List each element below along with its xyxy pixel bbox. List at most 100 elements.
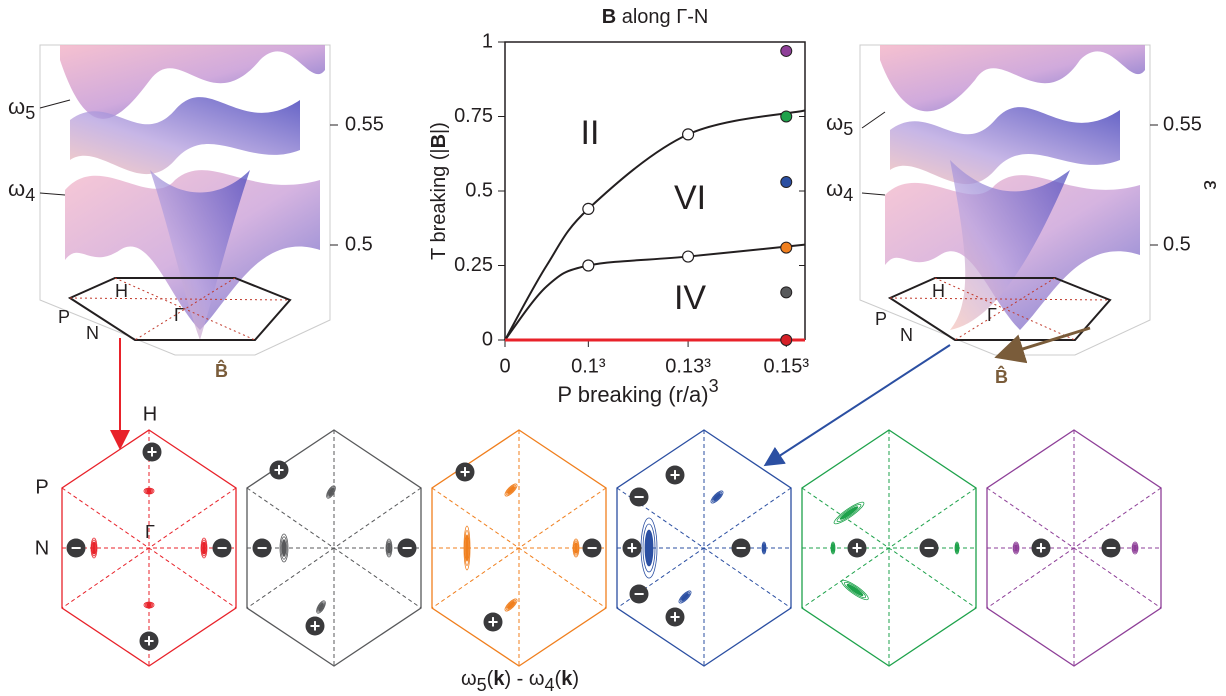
charge-badge — [919, 538, 939, 558]
degeneracy-contour — [839, 506, 859, 520]
degeneracy-contour — [681, 593, 689, 601]
degeneracy-contour — [573, 540, 579, 556]
charge-badge — [1101, 538, 1121, 558]
degeneracy-contour — [146, 602, 152, 608]
charge-sign: + — [274, 460, 285, 480]
omega-label: ω4 — [8, 176, 35, 205]
x-tick-label: 0.13³ — [665, 355, 711, 377]
field-label: B̂ — [995, 366, 1008, 387]
k-point-label: P — [58, 307, 70, 327]
degeneracy-contour — [713, 493, 721, 501]
boundary-marker — [681, 128, 695, 141]
zone-dashes — [616, 430, 792, 666]
degeneracy-contour — [326, 485, 336, 499]
degeneracy-contour — [678, 590, 692, 604]
charge-badge — [397, 538, 417, 558]
degeneracy-contour — [836, 503, 862, 523]
degeneracy-contour — [200, 537, 208, 559]
charge-badge — [847, 538, 867, 558]
charge-sign: − — [257, 538, 268, 558]
k-point-label: N — [900, 325, 913, 345]
degeneracy-contour — [386, 540, 392, 556]
plot-frame — [504, 41, 806, 340]
degeneracy-contour — [831, 544, 835, 553]
degeneracy-contour — [1012, 541, 1020, 555]
region-label: VI — [674, 179, 706, 217]
charge-badge — [622, 538, 642, 558]
brillouin-zone: + + − − — [61, 429, 237, 667]
x-axis-label: P breaking (r/a)3 — [557, 376, 718, 407]
degeneracy-contour — [831, 542, 835, 554]
brillouin-zone: + + − − — [246, 429, 422, 667]
k-point-label: Γ — [987, 305, 997, 325]
charge-sign: − — [634, 487, 645, 507]
k-point-label: H — [115, 281, 128, 301]
boundary-line — [504, 109, 806, 341]
charge-badge — [483, 612, 503, 632]
region-label: II — [581, 114, 600, 152]
k-point-label: Γ — [174, 305, 184, 325]
hex-point-label: P — [35, 476, 48, 498]
boundary-line — [504, 243, 806, 341]
degeneracy-contour — [280, 536, 288, 560]
degeneracy-contour — [710, 490, 724, 504]
degeneracy-contour — [143, 487, 155, 495]
charge-badge — [665, 465, 685, 485]
degeneracy-contour — [843, 581, 867, 599]
x-tick-label: 0.1³ — [571, 355, 606, 377]
degeneracy-contour — [465, 534, 469, 562]
degeneracy-contour — [955, 544, 959, 553]
degeneracy-contour — [464, 530, 470, 567]
zone-dashes — [986, 430, 1162, 666]
degeneracy-contour — [279, 533, 289, 563]
charge-badge — [142, 442, 162, 462]
degeneracy-contour — [144, 488, 154, 494]
charge-sign: − — [634, 584, 645, 604]
degeneracy-contour — [1131, 541, 1139, 555]
boundary-marker — [681, 250, 695, 263]
charge-badge — [731, 538, 751, 558]
y-axis-label: T breaking (|B|) — [428, 122, 450, 260]
charge-sign: + — [310, 616, 321, 636]
degeneracy-contour — [711, 491, 723, 503]
field-label: B̂ — [215, 360, 228, 381]
degeneracy-contour — [92, 541, 96, 555]
degeneracy-contour — [954, 541, 960, 555]
k-point-label: N — [86, 323, 99, 343]
degeneracy-contour — [507, 486, 515, 494]
degeneracy-contour — [385, 538, 393, 558]
energy-tick-label: 0.55 — [345, 113, 384, 135]
charge-sign: + — [144, 631, 155, 651]
charge-badge — [139, 631, 159, 651]
degeneracy-contour — [833, 501, 865, 525]
charge-sign: + — [627, 538, 638, 558]
region-label: IV — [674, 279, 706, 317]
degeneracy-contour — [318, 602, 324, 612]
x-tick-label: 0 — [499, 355, 510, 377]
phase-dot — [780, 176, 793, 189]
degeneracy-contour — [1013, 542, 1019, 554]
energy-tick-label: 0.5 — [1163, 233, 1191, 255]
degeneracy-contour — [642, 523, 656, 573]
charge-sign: − — [71, 538, 82, 558]
degeneracy-contour — [762, 544, 766, 553]
charge-badge — [252, 538, 272, 558]
degeneracy-contour — [574, 542, 578, 554]
degeneracy-contour — [463, 525, 471, 571]
boundary-marker — [582, 202, 595, 215]
degeneracy-contour — [90, 537, 98, 559]
degeneracy-contour — [505, 484, 517, 496]
degeneracy-contour — [143, 601, 155, 609]
phase-dot — [780, 110, 793, 123]
omega-label: ω5 — [8, 94, 35, 123]
zone-dashes — [431, 430, 607, 666]
degeneracy-contour — [146, 488, 152, 494]
charge-sign: + — [488, 612, 499, 632]
degeneracy-contour — [830, 541, 836, 555]
k-point-label: H — [932, 281, 945, 301]
phase-dot — [780, 334, 793, 346]
brillouin-zone: + − — [801, 429, 977, 667]
hex-point-label: N — [35, 537, 49, 559]
degeneracy-contour — [91, 539, 97, 557]
degeneracy-contour — [846, 583, 864, 597]
